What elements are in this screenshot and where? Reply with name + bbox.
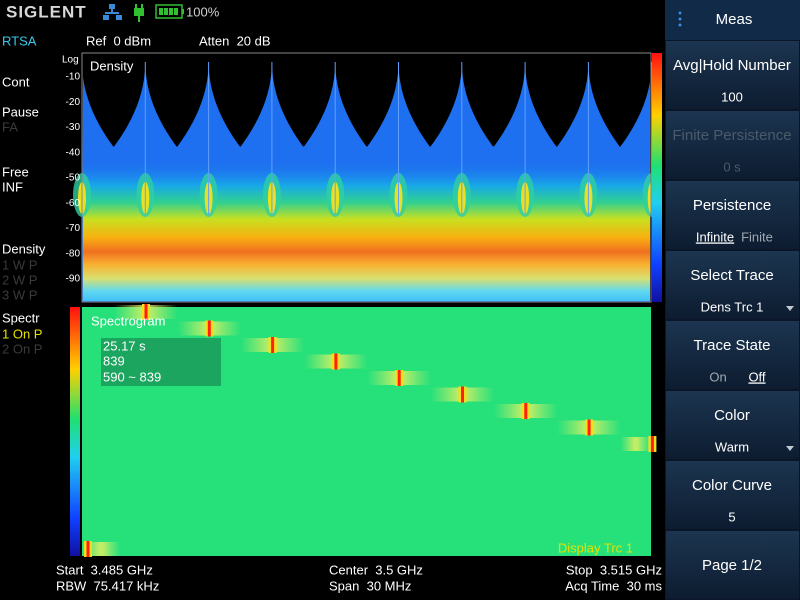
sweep: Cont (2, 74, 30, 89)
menu-option[interactable]: Off (748, 369, 765, 384)
menu-dots (678, 11, 682, 27)
menu-title: Meas (716, 11, 753, 28)
y-tick-label: -80 (66, 248, 81, 259)
spectr-trace: 1 On P (2, 326, 42, 341)
pause-sub: FA (2, 119, 18, 134)
spectr-trace: 2 On P (2, 341, 42, 356)
power-icon (134, 4, 144, 22)
spectr-title: Spectr (2, 310, 40, 325)
mode: RTSA (2, 33, 37, 48)
blip-core (144, 304, 148, 320)
density-frame (81, 52, 652, 303)
menu-item[interactable] (666, 41, 799, 109)
spectrogram-label: Spectrogram (91, 313, 165, 328)
y-tick-label: -30 (66, 122, 81, 133)
menu-item[interactable] (666, 321, 799, 389)
trigger-sub: INF (2, 179, 23, 194)
acq-time: Acq Time 30 ms (565, 578, 662, 593)
menu-title-bar (665, 0, 800, 40)
brand: SIGLENT (6, 2, 87, 21)
network-icon (103, 4, 122, 20)
menu-item-value[interactable]: 0 s (723, 159, 741, 174)
spectrogram-color-bar (70, 307, 80, 556)
menu-item-label[interactable]: Finite Persistence (672, 127, 791, 144)
page-label[interactable]: Page 1/2 (702, 557, 762, 574)
stop-freq: Stop 3.515 GHz (566, 562, 662, 577)
center-freq: Center 3.5 GHz (329, 562, 423, 577)
menu-item-label[interactable]: Color Curve (692, 477, 772, 494)
menu-item-value[interactable]: 5 (728, 509, 735, 524)
attenuation: Atten 20 dB (199, 33, 271, 48)
y-scale: Log (62, 55, 79, 66)
menu-item-label[interactable]: Persistence (693, 197, 771, 214)
blip-core (461, 386, 464, 403)
menu-option[interactable]: On (709, 369, 726, 384)
marker-time: 25.17 s (103, 338, 146, 353)
blip-core (587, 419, 591, 436)
y-tick-label: -10 (66, 72, 81, 83)
density-plot (73, 52, 661, 303)
menu-item[interactable] (666, 181, 799, 249)
density-label: Density (90, 58, 134, 73)
density-trace: 2 W P (2, 272, 37, 287)
dropdown-arrow (786, 306, 794, 311)
marker-index: 839 (103, 353, 125, 368)
label-bg (86, 57, 140, 75)
blip-core (334, 353, 338, 370)
menu-item-value[interactable]: 100 (721, 89, 743, 104)
span: Span 30 MHz (329, 578, 411, 593)
blip-glow (620, 437, 651, 451)
marker-range: 590 ~ 839 (103, 369, 161, 384)
blip-core (207, 320, 211, 337)
menu-item-label[interactable]: Color (714, 407, 750, 424)
menu-option[interactable]: Infinite (696, 229, 734, 244)
start-freq: Start 3.485 GHz (56, 562, 153, 577)
trigger: Free (2, 164, 29, 179)
blip-core (86, 541, 90, 557)
y-tick-label: -70 (66, 223, 81, 234)
density-bands (83, 160, 650, 301)
menu-item-label[interactable]: Trace State (694, 337, 771, 354)
y-tick-label: -50 (66, 173, 81, 184)
menu-item-value[interactable]: Warm (715, 439, 749, 454)
density-color-bar (652, 53, 662, 302)
display-trace: Display Trc 1 (558, 540, 633, 555)
blip-core (524, 403, 528, 419)
y-tick-label: -20 (66, 97, 81, 108)
marker-box (101, 338, 221, 386)
battery-level: 100% (186, 4, 220, 19)
blip-core (397, 370, 401, 386)
menu-item[interactable] (666, 391, 799, 459)
blip-core (650, 436, 654, 452)
y-tick-label: -60 (66, 198, 81, 209)
blip-core (271, 337, 275, 353)
y-tick-label: -90 (66, 274, 81, 285)
menu-item-label[interactable]: Avg|Hold Number (673, 57, 791, 74)
battery-icon (155, 4, 184, 19)
y-tick-label: -40 (66, 147, 81, 158)
menu-item[interactable] (666, 111, 799, 179)
density-trace: 3 W P (2, 287, 37, 302)
menu-item[interactable] (666, 461, 799, 529)
page-button[interactable] (666, 531, 799, 599)
menu-item-label[interactable]: Select Trace (690, 267, 773, 284)
menu-option[interactable]: Finite (741, 229, 773, 244)
menu-item-value[interactable]: Dens Trc 1 (701, 299, 764, 314)
rbw: RBW 75.417 kHz (56, 578, 159, 593)
menu-item[interactable] (666, 251, 799, 319)
density-trace: 1 W P (2, 257, 37, 272)
density-title: Density (2, 241, 46, 256)
ref-level: Ref 0 dBm (86, 33, 151, 48)
dropdown-arrow (786, 446, 794, 451)
pause: Pause (2, 104, 39, 119)
